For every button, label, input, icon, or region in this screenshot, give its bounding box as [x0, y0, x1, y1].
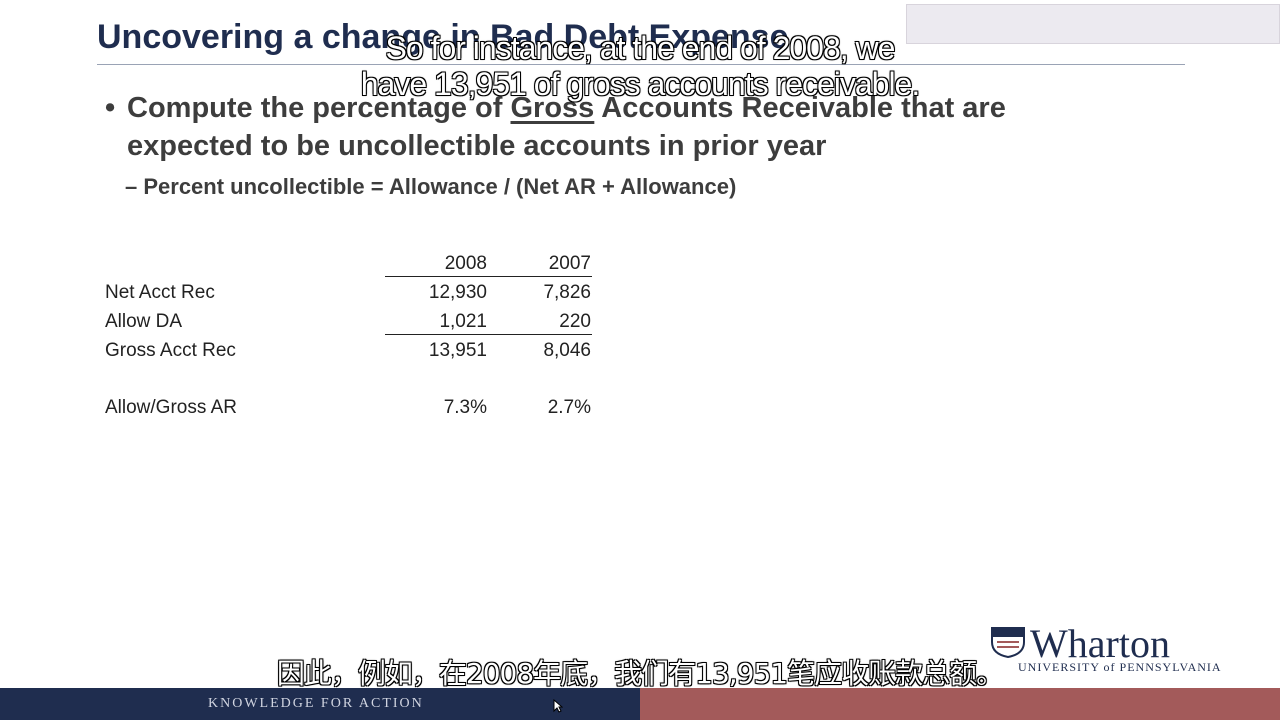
header-2007: 2007: [548, 253, 591, 274]
english-subtitle: So for instance, at the end of 2008, we …: [0, 30, 1280, 103]
row-label-allow-da: Allow DA: [105, 311, 183, 332]
row-label-gross-acct-rec: Gross Acct Rec: [105, 340, 236, 361]
allow-gross-ar-2007: 2.7%: [547, 397, 591, 418]
allow-da-2008: 1,021: [439, 311, 487, 332]
slide-title: Uncovering a change in Bad Debt Expense: [97, 18, 789, 56]
english-subtitle-line-1: So for instance, at the end of 2008, we: [385, 30, 896, 67]
header-2008: 2008: [444, 253, 487, 274]
main-bullet: • Compute the percentage of Gross Accoun…: [105, 89, 1127, 165]
footer-tagline: KNOWLEDGE FOR ACTION: [208, 696, 424, 711]
english-subtitle-line-2: have 13,951 of gross accounts receivable…: [360, 66, 920, 103]
bullet-text-end: Accounts Receivable that are expected to…: [127, 92, 1006, 162]
allow-gross-ar-2008: 7.3%: [443, 397, 487, 418]
wharton-wordmark: Wharton: [1030, 621, 1170, 666]
footer-right-band: [640, 688, 1280, 720]
gross-acct-rec-2008: 13,951: [428, 340, 487, 361]
sub-bullet-formula: – Percent uncollectible = Allowance / (N…: [125, 174, 737, 199]
allow-da-2007: 220: [559, 311, 591, 332]
header-underline: [385, 276, 592, 277]
university-subtitle: UNIVERSITY of PENNSYLVANIA: [1018, 660, 1222, 674]
net-acct-rec-2007: 7,826: [543, 282, 591, 303]
bullet-dot: •: [105, 92, 116, 124]
row-label-net-acct-rec: Net Acct Rec: [105, 282, 215, 303]
footer-left-band: [0, 688, 640, 720]
gross-acct-rec-2007: 8,046: [543, 340, 591, 361]
title-divider: [97, 64, 1185, 65]
bullet-underlined-word: Gross: [510, 92, 595, 124]
penn-shield-icon: [991, 627, 1025, 658]
row-label-allow-gross-ar: Allow/Gross AR: [105, 397, 237, 418]
mouse-cursor-icon: [553, 699, 563, 713]
top-right-box: [906, 4, 1280, 44]
bullet-text-start: Compute the percentage of: [127, 92, 511, 124]
chinese-subtitle: 因此，例如，在2008年底，我们有13,951笔应收账款总额。: [276, 657, 1004, 691]
net-acct-rec-2008: 12,930: [428, 282, 487, 303]
sum-underline: [385, 334, 592, 335]
